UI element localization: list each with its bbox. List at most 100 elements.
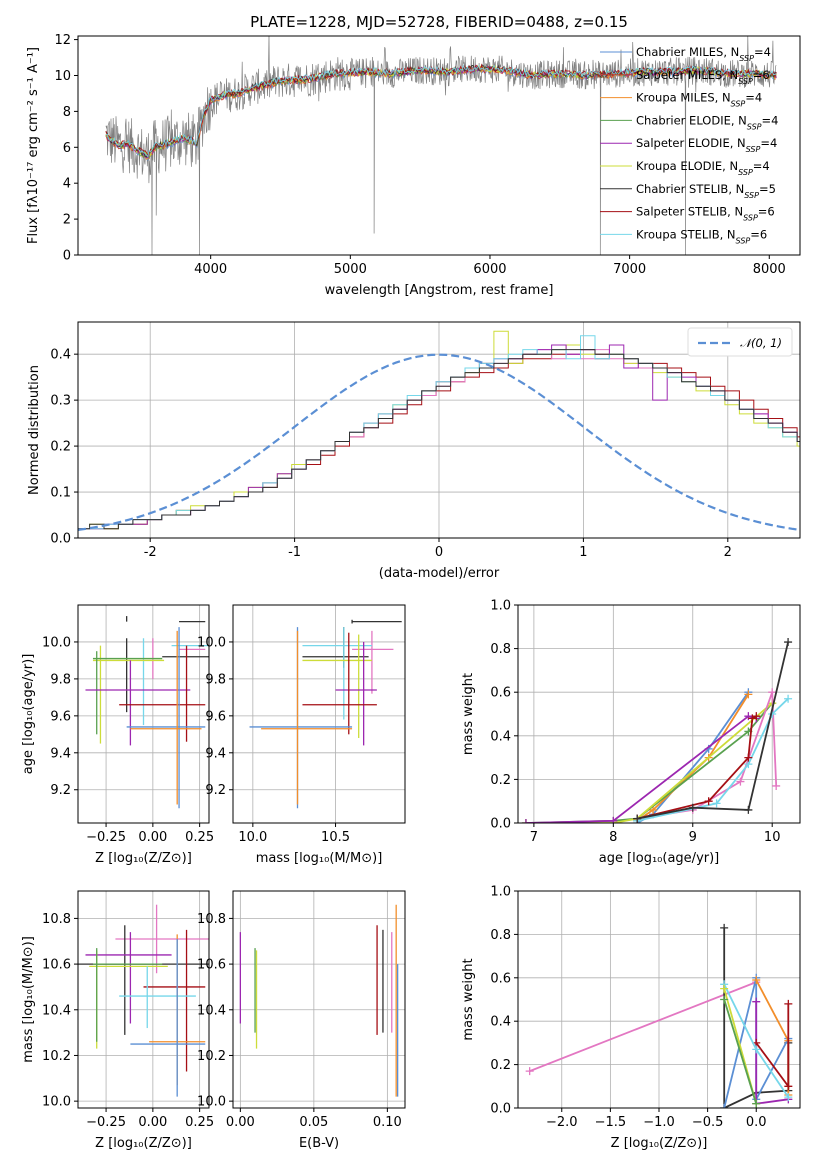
axes-frame [517, 604, 801, 824]
x-tick-label: -1 [288, 545, 301, 560]
y-tick-label: 0.2 [50, 440, 71, 455]
x-tick-label: −1.0 [643, 1115, 675, 1130]
y-tick-label: 6 [63, 141, 71, 156]
x-tick-label: 0.00 [138, 1115, 167, 1130]
y-tick-label: 10.0 [197, 1095, 226, 1110]
y-tick-label: 9.2 [205, 783, 226, 798]
x-axis-label: (data-model)/error [379, 566, 500, 581]
y-tick-label: 9.8 [50, 672, 71, 687]
y-axis-label: Normed distribution [27, 365, 42, 495]
chart-title: PLATE=1228, MJD=52728, FIBERID=0488, z=0… [250, 13, 628, 31]
x-tick-label: 8000 [753, 262, 786, 277]
plus-marker [772, 781, 781, 790]
x-tick-label: 6000 [473, 262, 506, 277]
x-tick-label: 4000 [194, 262, 227, 277]
plus-marker [736, 777, 745, 786]
plot-area-spectrum [105, 36, 777, 255]
y-tick-label: 4 [63, 177, 71, 192]
axes-frame [517, 890, 801, 1109]
plus-marker [752, 1099, 761, 1108]
axes-massweight-vs-Z [518, 890, 800, 1109]
y-axis-label: age [log₁₀(age/yr)] [21, 654, 36, 775]
plot-area-mass-vs-Z [78, 904, 209, 1097]
legend-entry: Salpeter MILES, NSSP=6 [636, 68, 770, 86]
y-tick-label: 9.4 [50, 746, 71, 761]
x-tick-label: 9 [689, 830, 697, 845]
plus-marker [712, 799, 721, 808]
plus-marker [784, 1082, 793, 1091]
x-axis-label: wavelength [Angstrom, rest frame] [325, 283, 554, 298]
legend-entry: Salpeter ELODIE, NSSP=4 [636, 136, 777, 154]
y-tick-label: 0.8 [490, 642, 511, 657]
plot-area-age-vs-mass [249, 619, 402, 809]
y-tick-label: 10.8 [42, 912, 71, 927]
axes-frame [77, 604, 210, 824]
x-tick-label: 10 [764, 830, 781, 845]
x-tick-label: 0.25 [185, 1115, 214, 1130]
x-tick-label: 0.00 [226, 1115, 255, 1130]
plus-marker [633, 814, 642, 823]
plus-marker [752, 975, 761, 984]
mass-weight-line [525, 715, 757, 823]
plus-marker [744, 690, 753, 699]
plus-marker [744, 805, 753, 814]
y-tick-label: 0.0 [490, 817, 511, 832]
y-tick-label: 10.0 [197, 635, 226, 650]
mass-weight-line [755, 979, 790, 1095]
x-tick-label: 0.05 [299, 1115, 328, 1130]
y-tick-label: 10.2 [42, 1049, 71, 1064]
x-tick-label: 0 [435, 545, 443, 560]
y-tick-label: 9.6 [50, 709, 71, 724]
x-axis-label: age [log₁₀(age/yr)] [599, 851, 720, 866]
x-tick-label: 0.10 [373, 1115, 402, 1130]
plus-marker [768, 688, 777, 697]
axes-mass-vs-Z [78, 891, 209, 1108]
legend-entry: Chabrier STELIB, NSSP=5 [636, 182, 776, 200]
axes-massweight-vs-age [518, 604, 800, 824]
x-tick-label: −0.5 [692, 1115, 724, 1130]
axes-frame [232, 890, 406, 1109]
y-tick-label: 2 [63, 213, 71, 228]
y-tick-label: 10.2 [197, 1049, 226, 1064]
normal-curve [78, 353, 800, 531]
histogram-step [78, 349, 800, 530]
y-tick-label: 0 [63, 249, 71, 264]
histogram-step [78, 344, 800, 530]
mass-weight-line [637, 641, 789, 820]
y-tick-label: 0.4 [490, 729, 511, 744]
legend-entry: Kroupa STELIB, NSSP=6 [636, 227, 767, 245]
legend-entry: Chabrier MILES, NSSP=4 [636, 45, 771, 63]
plus-marker [720, 995, 729, 1004]
y-tick-label: 9.4 [205, 746, 226, 761]
y-tick-label: 10.6 [42, 958, 71, 973]
plus-marker [744, 753, 753, 762]
plot-area-massweight-vs-age [521, 638, 793, 823]
x-tick-label: 8 [609, 830, 617, 845]
plus-marker [784, 999, 793, 1008]
x-axis-label: Z [log₁₀(Z/Z⊙)] [95, 1136, 192, 1151]
y-axis-label: Flux [fλ10⁻¹⁷ erg cm⁻² s⁻¹ A⁻¹] [26, 47, 41, 244]
y-tick-label: 0.2 [490, 1058, 511, 1073]
x-axis-label: E(B-V) [299, 1136, 339, 1151]
y-tick-label: 10.0 [42, 635, 71, 650]
y-tick-label: 10.0 [42, 1095, 71, 1110]
plus-marker [752, 1045, 761, 1054]
legend-entry: Chabrier ELODIE, NSSP=4 [636, 113, 778, 130]
model-spectrum-line [105, 64, 777, 158]
y-tick-label: 1.0 [490, 599, 511, 614]
x-tick-label: 2 [724, 545, 732, 560]
y-axis-label: mass [log₁₀(M/M⊙)] [21, 936, 36, 1063]
plot-area-massweight-vs-Z [525, 923, 793, 1108]
observed-spectrum [105, 36, 777, 255]
y-tick-label: 0.4 [50, 348, 71, 363]
plus-marker [609, 816, 618, 823]
x-axis-label: mass [log₁₀(M/M⊙)] [256, 851, 383, 866]
y-tick-label: 9.6 [205, 709, 226, 724]
plus-marker [720, 984, 729, 993]
y-tick-label: 10.4 [197, 1003, 226, 1018]
x-tick-label: −0.25 [86, 830, 126, 845]
axes-frame [77, 890, 210, 1109]
x-axis-label: Z [log₁₀(Z/Z⊙)] [95, 851, 192, 866]
x-tick-label: 0.00 [138, 830, 167, 845]
